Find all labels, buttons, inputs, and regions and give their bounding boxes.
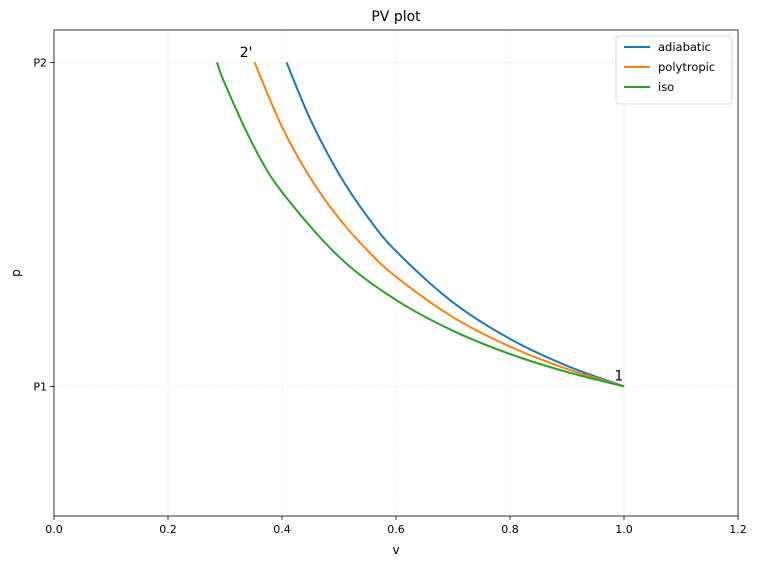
y-tick-label: P2 [33,56,47,69]
series-line [285,62,625,388]
legend-label: adiabatic [658,40,711,54]
x-tick-label: 0.2 [159,523,177,536]
x-axis-label: v [392,543,399,557]
y-axis-label: p [9,269,23,277]
series-line [216,62,625,388]
legend: adiabatic polytropic iso [615,35,733,105]
x-tick-label: 0.4 [273,523,291,536]
y-tick-label: P1 [33,380,47,393]
x-tick-label: 1.2 [729,523,747,536]
x-tick-label: 0.6 [387,523,405,536]
chart-title: PV plot [371,9,421,25]
legend-label: polytropic [658,60,715,74]
annotation: 2' [240,45,253,61]
x-tick-label: 1.0 [615,523,633,536]
plot-frame [53,29,739,517]
annotation: 1 [614,368,623,384]
series-line [253,62,625,388]
x-tick-label: 0.8 [501,523,519,536]
x-tick-label: 0.0 [45,523,63,536]
legend-label: iso [658,80,674,94]
